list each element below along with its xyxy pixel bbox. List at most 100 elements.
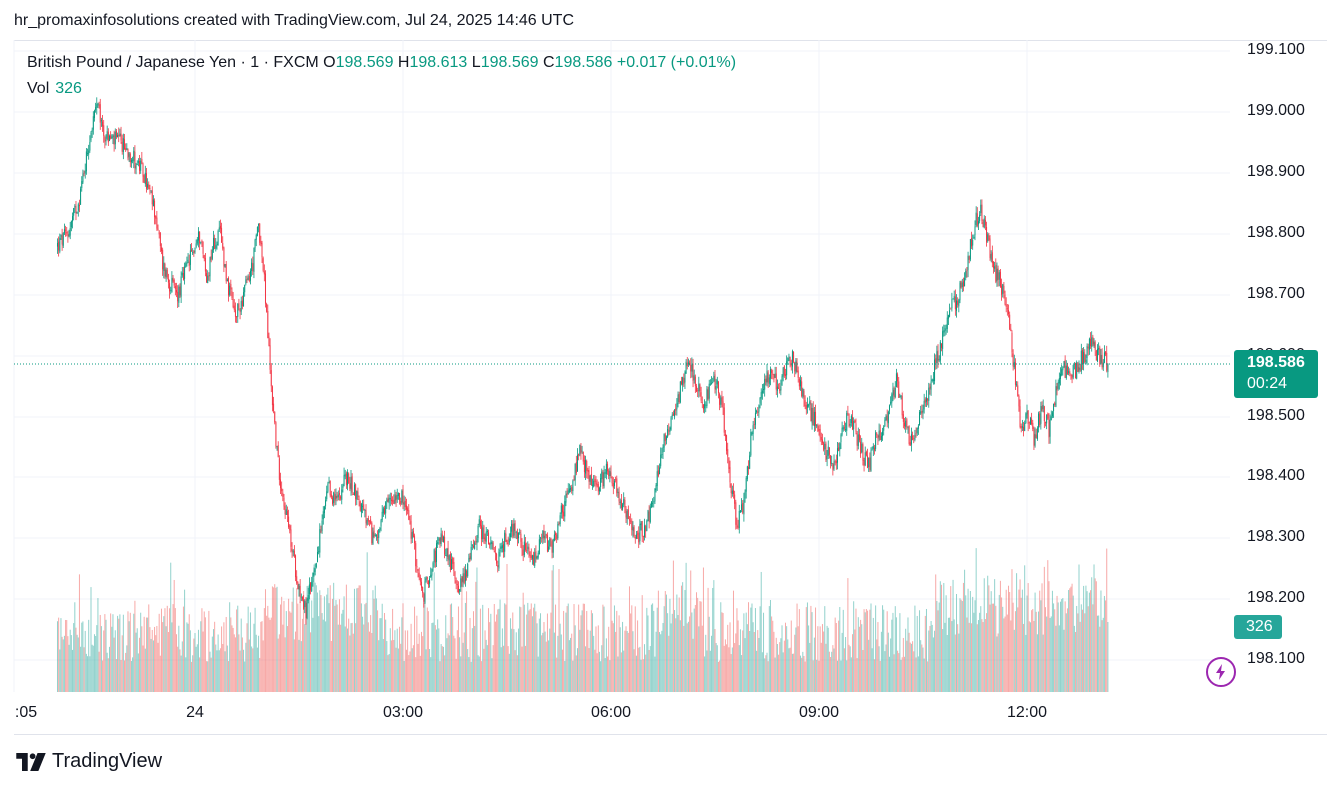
candle-body: [917, 425, 919, 429]
candle-body: [894, 388, 896, 398]
candle-body: [627, 509, 629, 520]
volume-bar: [60, 618, 62, 692]
candle-body: [347, 472, 349, 486]
candle-body: [301, 597, 303, 600]
candle-body: [288, 516, 290, 528]
candle-body: [444, 536, 446, 555]
volume-bar: [469, 617, 471, 692]
volume-bar: [783, 640, 785, 692]
volume-bar: [811, 612, 813, 692]
candle-body: [371, 522, 373, 544]
volume-legend[interactable]: Vol 326: [27, 80, 82, 98]
volume-bar: [417, 643, 419, 692]
candle-body: [931, 379, 933, 382]
candle-body: [472, 545, 474, 548]
candle-body: [845, 429, 847, 431]
volume-bar: [395, 647, 397, 692]
candle-body: [639, 523, 641, 542]
candle-body: [667, 429, 669, 437]
candle-body: [162, 249, 164, 270]
candle-body: [171, 278, 173, 292]
candle-body: [423, 593, 425, 602]
volume-bar: [314, 582, 316, 692]
candle-body: [177, 291, 179, 302]
volume-bar: [177, 646, 179, 692]
volume-bar: [115, 659, 117, 692]
candle-body: [291, 548, 293, 552]
candle-body: [537, 552, 539, 558]
volume-bar: [76, 634, 78, 692]
volume-bar: [708, 616, 710, 692]
volume-bar: [798, 609, 800, 692]
volume-bar: [1036, 634, 1038, 692]
candle-body: [546, 535, 548, 552]
volume-bar: [95, 635, 97, 692]
candle-body: [737, 526, 739, 528]
volume-bar: [753, 632, 755, 692]
candle-body: [126, 148, 128, 150]
candle-body: [913, 438, 915, 440]
candle-body: [156, 217, 158, 229]
candle-body: [879, 430, 881, 441]
volume-bar: [944, 622, 946, 692]
candle-body: [831, 462, 833, 464]
candle-body: [144, 172, 146, 185]
volume-bar: [1035, 611, 1037, 692]
volume-bar: [1068, 590, 1070, 692]
volume-bar: [923, 658, 925, 692]
candle-body: [293, 550, 295, 557]
candle-body: [778, 387, 780, 389]
candle-body: [461, 577, 463, 583]
candle-body: [447, 547, 449, 559]
volume-bar: [796, 603, 798, 692]
candle-body: [900, 395, 902, 397]
candle-body: [708, 383, 710, 399]
candle-body: [236, 316, 238, 318]
footer-branding: TradingView: [16, 750, 162, 773]
volume-bar: [1026, 595, 1028, 692]
volume-bar: [929, 625, 931, 692]
volume-bar: [1001, 597, 1003, 692]
volume-bar: [385, 619, 387, 692]
replay-lightning-icon[interactable]: [1206, 657, 1236, 687]
volume-bar: [648, 650, 650, 692]
volume-bar: [425, 649, 427, 692]
volume-bar: [410, 623, 412, 692]
candle-body: [744, 491, 746, 499]
candle-body: [820, 436, 822, 440]
candle-body: [731, 490, 733, 495]
candle-body: [1036, 428, 1038, 440]
volume-bar: [271, 586, 273, 692]
candle-body: [121, 141, 123, 152]
candle-body: [1100, 354, 1102, 363]
symbol-description[interactable]: British Pound / Japanese Yen · 1 · FXCM: [27, 54, 319, 71]
volume-bar: [990, 591, 992, 692]
candle-body: [826, 455, 828, 460]
volume-bar: [530, 603, 532, 692]
volume-bar: [815, 607, 817, 692]
volume-bar: [1050, 616, 1052, 692]
candle-body: [245, 279, 247, 284]
volume-bar: [321, 613, 323, 692]
candle-body: [620, 500, 622, 508]
volume-bar: [226, 645, 228, 692]
volume-bar: [298, 639, 300, 692]
volume-bar: [927, 661, 929, 692]
candle-body: [729, 467, 731, 483]
volume-bar: [1048, 581, 1050, 692]
candle-body: [1046, 414, 1048, 424]
volume-bar: [661, 630, 663, 692]
y-tick-label: 199.000: [1247, 102, 1305, 119]
volume-bar: [932, 637, 934, 692]
volume-bar: [411, 648, 413, 692]
volume-bar: [75, 627, 77, 692]
volume-bar: [439, 661, 441, 692]
volume-bar: [633, 649, 635, 692]
candle-body: [286, 511, 288, 515]
volume-bar: [474, 625, 476, 692]
candle-body: [133, 150, 135, 162]
candle-body: [237, 303, 239, 317]
candle-body: [270, 370, 272, 387]
volume-bar: [677, 614, 679, 692]
